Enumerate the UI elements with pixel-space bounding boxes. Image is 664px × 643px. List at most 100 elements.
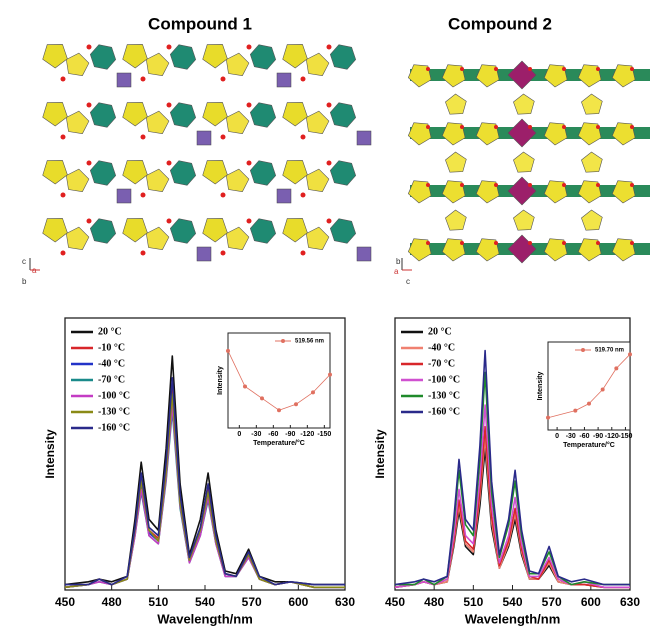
atom — [528, 183, 532, 187]
atom — [460, 125, 464, 129]
polyhedron — [513, 152, 534, 172]
polyhedron — [146, 111, 169, 134]
legend-label: 519.70 nm — [595, 348, 624, 354]
atom — [494, 183, 498, 187]
atom — [167, 103, 172, 108]
atom — [562, 241, 566, 245]
legend-label: -40 °C — [428, 342, 455, 353]
polyhedron — [170, 103, 195, 128]
polyhedron — [357, 131, 371, 145]
marker — [628, 352, 632, 356]
polyhedron — [250, 45, 275, 70]
polyhedron — [250, 103, 275, 128]
atom — [61, 251, 66, 256]
atom — [87, 103, 92, 108]
x-tick-label: 0 — [555, 433, 559, 440]
atom — [528, 241, 532, 245]
atom — [630, 241, 634, 245]
legend-label: -100 °C — [428, 374, 460, 385]
x-tick-label: 450 — [385, 595, 405, 609]
atom — [596, 67, 600, 71]
polyhedron — [508, 61, 536, 89]
x-axis-label: Temperature/°C — [563, 441, 615, 449]
polyhedron — [170, 45, 195, 70]
marker — [328, 373, 332, 377]
polyhedron — [330, 45, 355, 70]
axis-letter: a — [394, 267, 399, 276]
x-tick-label: -150 — [618, 433, 632, 440]
polyhedron — [117, 73, 131, 87]
polyhedron — [330, 103, 355, 128]
polyhedron — [170, 219, 195, 244]
atom — [301, 251, 306, 256]
polyhedron — [90, 161, 115, 186]
atom — [630, 183, 634, 187]
atom — [141, 77, 146, 82]
marker — [311, 390, 315, 394]
marker — [277, 408, 281, 412]
polyhedron — [306, 53, 329, 76]
polyhedron — [197, 247, 211, 261]
atom — [630, 125, 634, 129]
polyhedron — [226, 169, 249, 192]
polyhedron — [146, 227, 169, 250]
y-axis-label: Intensity — [537, 372, 544, 401]
atom — [494, 125, 498, 129]
plot-frame — [548, 342, 630, 430]
atom — [87, 45, 92, 50]
atom — [426, 67, 430, 71]
polyhedron — [445, 94, 466, 114]
atom — [247, 103, 252, 108]
polyhedron — [508, 119, 536, 147]
polyhedron — [306, 227, 329, 250]
x-tick-label: -120 — [300, 431, 314, 438]
x-tick-label: -60 — [579, 433, 589, 440]
atom — [596, 183, 600, 187]
atom — [141, 251, 146, 256]
polyhedron — [66, 227, 89, 250]
x-tick-label: -120 — [605, 433, 619, 440]
atom — [528, 125, 532, 129]
polyhedron — [197, 131, 211, 145]
legend-label: 20 °C — [428, 326, 452, 337]
polyhedron — [66, 169, 89, 192]
polyhedron — [117, 189, 131, 203]
marker — [294, 402, 298, 406]
polyhedron — [513, 210, 534, 230]
atom — [327, 161, 332, 166]
legend-label: -160 °C — [98, 422, 130, 433]
polyhedron — [226, 111, 249, 134]
x-tick-label: 570 — [242, 595, 262, 609]
legend-label: -70 °C — [428, 358, 455, 369]
polyhedron — [43, 102, 68, 126]
marker — [587, 402, 591, 406]
structure-title: Compound 2 — [448, 14, 552, 33]
marker — [573, 409, 577, 413]
polyhedron — [250, 161, 275, 186]
page: Compound 1 Compound 2 c a b b a c 450480… — [0, 0, 664, 643]
atom — [426, 183, 430, 187]
x-tick-label: 450 — [55, 595, 75, 609]
atom — [247, 219, 252, 224]
polyhedron — [283, 44, 308, 68]
x-tick-label: 0 — [237, 431, 241, 438]
polyhedron — [306, 169, 329, 192]
x-tick-label: 570 — [542, 595, 562, 609]
atom — [630, 67, 634, 71]
x-tick-label: 540 — [195, 595, 215, 609]
polyhedron — [277, 73, 291, 87]
x-tick-label: 480 — [102, 595, 122, 609]
polyhedron — [581, 94, 602, 114]
polyhedron — [250, 219, 275, 244]
marker — [260, 396, 264, 400]
axis-letter: b — [22, 277, 27, 286]
atom — [87, 161, 92, 166]
polyhedron — [90, 45, 115, 70]
atom — [494, 241, 498, 245]
polyhedron — [203, 44, 228, 68]
x-tick-label: -90 — [285, 431, 295, 438]
x-tick-label: 630 — [620, 595, 640, 609]
polyhedron — [330, 219, 355, 244]
polyhedron — [445, 210, 466, 230]
polyhedron — [123, 218, 148, 242]
